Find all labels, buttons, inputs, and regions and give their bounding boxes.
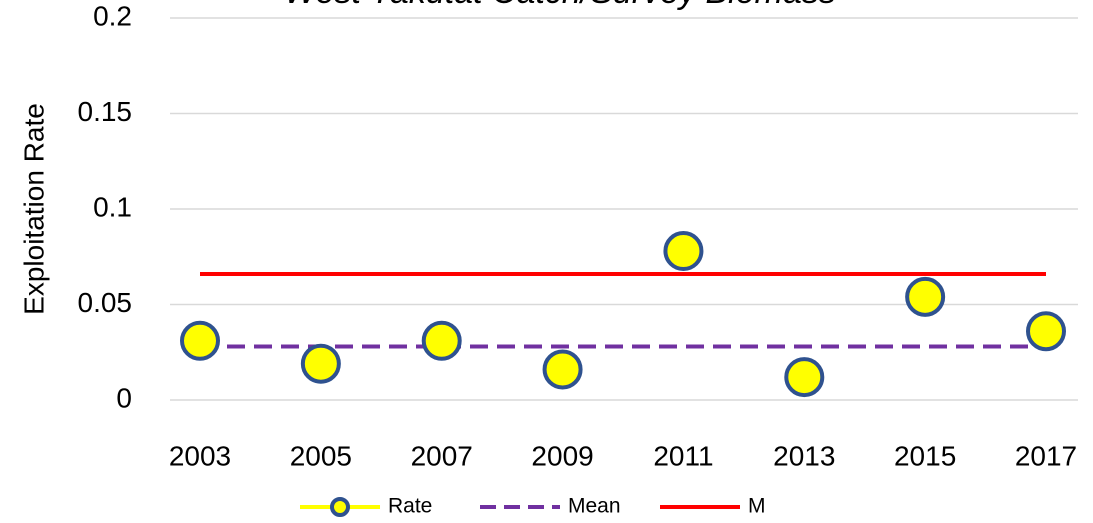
x-tick-label: 2003 xyxy=(169,440,231,471)
y-tick-label: 0.05 xyxy=(78,287,133,318)
y-tick-label: 0 xyxy=(116,382,132,413)
x-tick-label: 2005 xyxy=(290,440,352,471)
y-axis-label: Exploitation Rate xyxy=(18,103,49,315)
data-point xyxy=(421,320,462,361)
legend-marker xyxy=(330,497,350,517)
x-tick-label: 2009 xyxy=(531,440,593,471)
legend-label: Mean xyxy=(568,495,621,518)
x-tick-label: 2011 xyxy=(653,440,713,471)
chart-title: West Yakutat Catch/Survey Biomass xyxy=(284,0,836,11)
data-point xyxy=(784,357,825,398)
y-tick-label: 0.1 xyxy=(93,191,132,222)
data-point xyxy=(663,231,704,272)
data-point xyxy=(300,343,341,384)
data-point xyxy=(905,276,946,317)
x-tick-label: 2007 xyxy=(411,440,473,471)
y-tick-label: 0.15 xyxy=(78,96,133,127)
data-point xyxy=(542,349,583,390)
data-point xyxy=(180,320,220,361)
data-point xyxy=(1026,311,1066,352)
y-tick-label: 0.2 xyxy=(93,0,132,31)
x-tick-label: 2017 xyxy=(1015,440,1077,471)
legend-label: Rate xyxy=(388,495,432,518)
x-tick-label: 2015 xyxy=(894,440,956,471)
x-tick-label: 2013 xyxy=(773,440,835,471)
legend-label: M xyxy=(748,495,766,518)
